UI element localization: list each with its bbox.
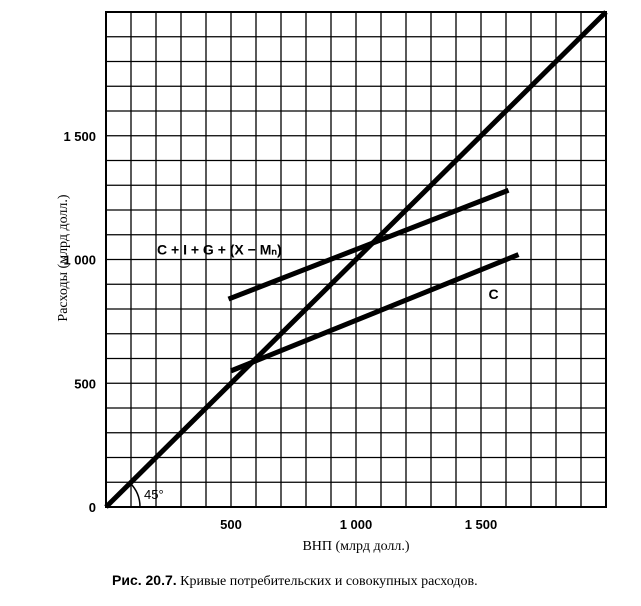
plot-frame	[105, 11, 607, 508]
grid	[105, 11, 607, 508]
series-label-aggregate-expenditure: C + I + G + (X − Mₙ)	[157, 242, 282, 258]
figure-caption: Рис. 20.7. Кривые потребительских и сово…	[112, 572, 632, 590]
figure-number: Рис. 20.7.	[112, 572, 177, 588]
y-axis-label: Расходы (млрд долл.)	[56, 194, 71, 321]
angle-label: 45°	[144, 487, 164, 502]
y-tick-label: 0	[89, 500, 96, 515]
chart: 500 1 000 1 500 0 500 1 000 1 500 C + I + G + …	[56, 10, 608, 554]
series-lines	[104, 10, 608, 509]
series-label-consumption: C	[489, 286, 499, 302]
caption-text: Кривые потребительских и совокупных расх…	[180, 574, 478, 589]
x-tick-label: 500	[220, 517, 242, 532]
tick-labels: 500 1 000 1 500 0 500 1 000 1 500	[63, 129, 497, 532]
series-line-consumption	[230, 252, 520, 374]
x-tick-label: 1 500	[465, 517, 498, 532]
plot-border	[105, 11, 607, 508]
annotations: C + I + G + (X − Mₙ) C 45°	[129, 242, 499, 508]
angle-arc	[129, 482, 141, 508]
y-tick-label: 1 000	[63, 253, 96, 268]
series-line-aggregate-expenditure	[227, 187, 510, 302]
y-tick-label: 500	[74, 376, 96, 391]
x-tick-label: 1 000	[340, 517, 373, 532]
x-axis-label: ВНП (млрд долл.)	[302, 539, 409, 554]
series-line-45-degree	[104, 10, 608, 509]
y-tick-label: 1 500	[63, 129, 96, 144]
